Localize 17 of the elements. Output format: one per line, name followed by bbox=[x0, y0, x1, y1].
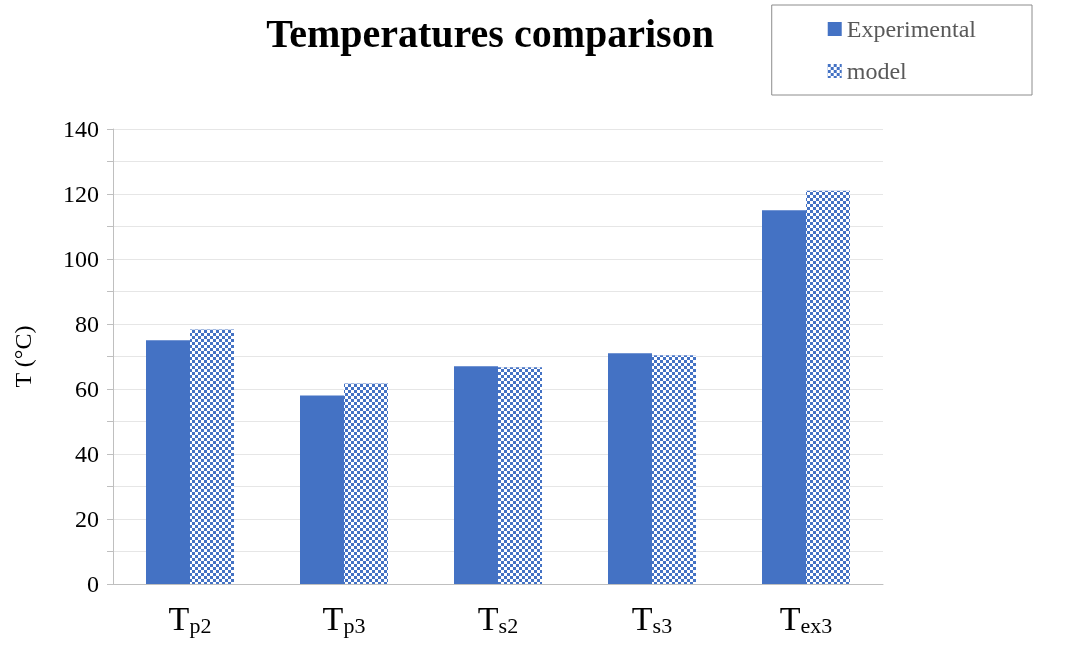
bar bbox=[608, 353, 652, 584]
y-axis-title: T (°C) bbox=[10, 325, 36, 388]
y-tick-label: 120 bbox=[63, 181, 99, 207]
y-tick-label: 80 bbox=[75, 311, 99, 337]
y-tick-label: 100 bbox=[63, 246, 99, 272]
legend-label: Experimental bbox=[846, 16, 977, 42]
y-tick-label: 60 bbox=[75, 376, 99, 402]
y-tick-label: 0 bbox=[87, 571, 99, 597]
legend-label: model bbox=[846, 58, 908, 84]
bar bbox=[146, 340, 190, 584]
y-tick-label: 40 bbox=[75, 441, 99, 467]
chart-title: Temperatures comparison bbox=[266, 10, 714, 56]
bar bbox=[300, 395, 344, 584]
y-tick-label: 20 bbox=[75, 506, 99, 532]
y-tick-label: 140 bbox=[63, 116, 99, 142]
bar bbox=[454, 366, 498, 584]
bar bbox=[762, 210, 806, 584]
